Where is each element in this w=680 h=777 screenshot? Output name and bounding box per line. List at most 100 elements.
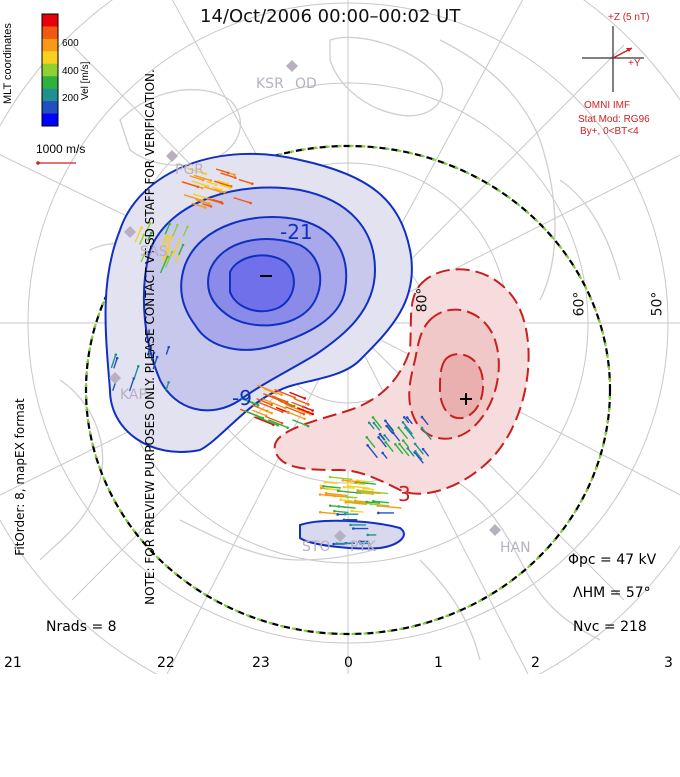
velocity-vector: [275, 407, 290, 414]
station-han: HAN: [500, 540, 531, 556]
velocity-vector-origin: [324, 492, 328, 495]
velocity-vector-origin: [233, 173, 236, 177]
velocity-vector: [329, 504, 349, 509]
velocity-vector: [207, 198, 224, 205]
velocity-vector-origin: [201, 199, 204, 202]
velocity-vector-origin: [221, 202, 224, 205]
mlt-label-1: 1: [434, 655, 443, 671]
imf-condition: By+, 0<BT<4: [580, 126, 639, 137]
velocity-vector: [191, 202, 206, 209]
velocity-vector: [162, 246, 171, 263]
mlt-label-3: 3: [664, 655, 673, 671]
velocity-vector: [288, 405, 311, 415]
velocity-vector-origin: [152, 351, 156, 355]
imf-by-label: +Y: [628, 58, 641, 69]
velocity-vector: [191, 180, 209, 187]
velocity-vector-origin: [203, 206, 207, 209]
station-od: OD: [295, 76, 317, 92]
stat-n-vc: Nvc = 218: [573, 619, 647, 635]
velocity-vector-origin: [201, 178, 205, 182]
velocity-vector: [385, 441, 394, 452]
velocity-vector: [292, 419, 309, 427]
velocity-vector-origin: [155, 355, 159, 359]
velocity-vector: [133, 365, 139, 379]
velocity-vector-origin: [369, 502, 373, 506]
velocity-vector-origin: [394, 443, 397, 446]
color-bar-segment: [42, 101, 58, 115]
velocity-vector: [404, 426, 415, 439]
velocity-vector-origin: [343, 512, 347, 516]
velocity-vector: [421, 416, 429, 425]
velocity-vector-origin: [366, 533, 370, 537]
velocity-vector: [268, 419, 289, 429]
color-bar-segment: [42, 51, 58, 65]
imf-model: Stat Mod: RG96: [578, 114, 650, 125]
velocity-vector: [271, 395, 288, 403]
velocity-vector: [347, 481, 366, 486]
velocity-vector: [256, 398, 273, 406]
velocity-vector: [421, 427, 432, 440]
velocity-vector: [139, 234, 145, 245]
velocity-vector: [274, 389, 296, 399]
velocity-vector-origin: [311, 412, 314, 416]
velocity-vector: [140, 253, 146, 263]
velocity-vector-origin: [218, 190, 222, 194]
velocity-vector: [244, 410, 264, 419]
velocity-vector: [254, 416, 275, 426]
stat-n-rads: Nrads = 8: [46, 619, 117, 635]
color-bar-frame: [41, 13, 59, 127]
velocity-vector: [333, 510, 349, 514]
velocity-vector-origin: [332, 542, 335, 546]
velocity-vector-origin: [371, 416, 375, 419]
legend-tick-400: 400: [62, 66, 79, 77]
velocity-vector-origin: [223, 190, 226, 194]
velocity-vector-origin: [359, 542, 362, 545]
map-title: 14/Oct/2006 00:00–00:02 UT: [200, 6, 461, 27]
velocity-vector-origin: [318, 510, 322, 514]
velocity-vector: [257, 384, 283, 396]
velocity-vector: [397, 426, 408, 440]
latitude-label-60: 60°: [571, 291, 588, 317]
velocity-vector: [279, 400, 293, 407]
velocity-vector: [256, 416, 279, 426]
velocity-vector-origin: [281, 410, 284, 414]
velocity-vector-origin: [301, 405, 305, 409]
velocity-vector-origin: [342, 518, 346, 522]
velocity-vector: [422, 448, 430, 457]
velocity-vector-origin: [293, 396, 296, 399]
velocity-vector-origin: [148, 345, 152, 349]
velocity-vector-origin: [372, 421, 376, 425]
mlt-label-23: 23: [252, 655, 270, 671]
velocity-vector: [366, 436, 376, 448]
velocity-vector: [345, 501, 368, 506]
velocity-vector-origin: [328, 475, 332, 479]
velocity-vector-origin: [166, 255, 169, 259]
color-bar-segment: [42, 63, 58, 77]
velocity-vector: [414, 451, 424, 464]
velocity-vector-origin: [420, 426, 424, 430]
velocity-vector-origin: [356, 489, 360, 493]
velocity-vector: [356, 479, 370, 483]
velocity-vector-origin: [234, 176, 237, 179]
velocity-vector: [160, 256, 169, 274]
velocity-vector-origin: [306, 403, 310, 406]
velocity-vector-origin: [346, 484, 350, 488]
velocity-vector-origin: [405, 416, 409, 419]
velocity-vector-origin: [200, 186, 204, 190]
latitude-label-80: 80°: [414, 287, 431, 313]
velocity-vector: [362, 487, 375, 491]
coastlines: [39, 36, 621, 661]
velocity-vector-origin: [204, 172, 207, 176]
velocity-vector-origin: [136, 364, 140, 368]
speed-reference-label: 1000 m/s: [36, 142, 86, 156]
velocity-vector-origin: [228, 186, 232, 190]
velocity-vector-origin: [273, 391, 277, 395]
velocity-vector-origin: [143, 252, 146, 256]
velocity-vector: [160, 234, 168, 249]
velocity-vector: [340, 498, 353, 502]
velocity-vector-origin: [365, 500, 369, 504]
velocity-vector-origin: [378, 433, 382, 436]
velocity-vector-origin: [302, 412, 306, 416]
station-ksr: KSR: [256, 76, 284, 92]
velocity-vector: [146, 346, 151, 356]
